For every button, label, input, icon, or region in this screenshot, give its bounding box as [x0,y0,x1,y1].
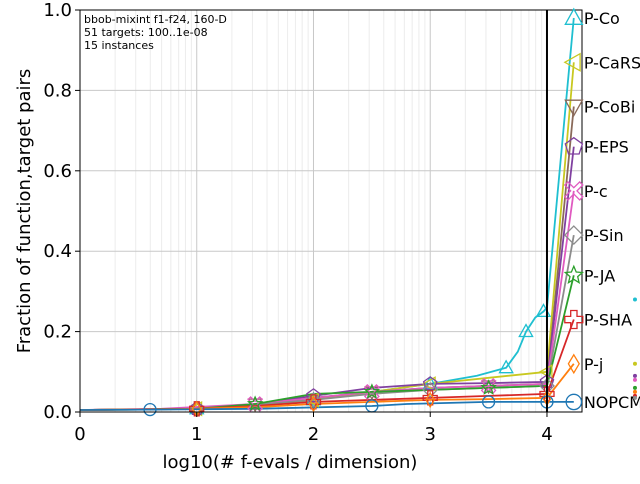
data-marker [482,395,496,409]
data-marker [421,376,436,392]
right-dot [632,377,637,382]
legend-marker-p-c [563,180,584,201]
legend-marker-p-cars [563,52,581,72]
x-tick-label: 1 [191,424,202,445]
legend-label-p-co: P-Co [584,9,620,28]
right-dot [632,389,637,394]
legend-marker-p-cobi [564,99,584,117]
x-tick-label: 0 [74,424,85,445]
data-marker [305,391,322,408]
legend-label-p-cobi: P-CoBi [584,97,635,116]
x-tick-label: 2 [308,424,319,445]
annotation-line-2: 15 instances [84,39,154,52]
series-line-p-cars [79,62,575,411]
grid [79,9,582,413]
series-line-p-cobi [79,106,575,411]
legend-marker-p-sha [564,309,584,330]
data-marker [308,395,319,413]
legend-marker-p-ja [563,264,584,284]
data-marker [363,383,381,400]
series-line-p-co [79,17,575,411]
data-marker [518,323,534,338]
legend-marker-p-j [567,353,580,375]
legend-label-p-sin: P-Sin [584,226,624,245]
plot-frame [79,9,583,413]
right-dots [632,297,637,400]
data-marker [425,391,436,409]
data-marker [143,402,157,417]
series-layer [79,17,575,411]
legend-marker-p-co [564,7,584,25]
y-tick-label: 0.8 [43,80,72,101]
legend-marker-p-eps [564,136,584,155]
data-marker [422,375,439,390]
right-dot [632,385,637,390]
y-tick-label: 0.0 [43,402,72,423]
legend-label-p-j: P-j [584,355,604,374]
annotation-line-1: 51 targets: 100..1e-08 [84,26,208,39]
data-marker [306,388,321,403]
right-dot [632,361,637,366]
data-marker [305,391,322,406]
right-dot [632,373,637,378]
data-marker [422,381,439,398]
series-line-p-eps [79,146,575,411]
series-line-nopcm [79,401,574,411]
legend-label-p-c: P-c [584,182,608,201]
data-marker [422,390,438,406]
legend-label-p-cars: P-CaRS [584,53,640,72]
legend-marker-nopcm [565,393,583,411]
axis-ticks: 0 1 2 3 4 0.0 0.2 0.4 0.6 0.8 1.0 [43,0,552,445]
data-marker [305,394,322,410]
legend-label-nopcm: NOPCM [584,393,640,412]
y-axis-label: Fraction of function,target pairs [14,69,35,354]
data-marker [363,383,380,400]
annotation-line-0: bbob-mixint f1-f24, 160-D [84,13,227,26]
legend-marker-p-sin [563,225,584,246]
data-marker [498,359,514,374]
data-marker [422,376,438,391]
y-tick-label: 0.4 [43,241,72,262]
x-axis-label: log10(# f-evals / dimension) [163,452,418,473]
right-dot [632,395,637,400]
data-marker [246,395,264,411]
legend-label-p-eps: P-EPS [584,138,629,157]
x-tick-label: 4 [541,424,552,445]
right-dot [632,297,637,302]
x-tick-label: 3 [425,424,436,445]
data-marker [247,396,264,412]
legend-label-p-sha: P-SHA [584,311,632,330]
data-marker [480,379,497,395]
series-line-p-ja [79,275,575,411]
y-tick-label: 0.2 [43,322,72,343]
y-tick-label: 1.0 [43,0,72,21]
legend-label-p-ja: P-JA [584,266,615,285]
y-tick-label: 0.6 [43,161,72,182]
legend: P-Co P-CaRS P-CoBi P-EPS P-c P-Sin P-JA P-SHA P-… [563,7,640,412]
markers-layer [143,303,555,418]
